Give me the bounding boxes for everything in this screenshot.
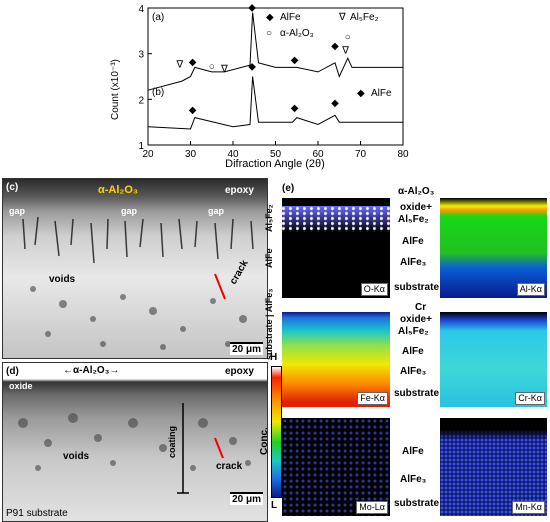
- panel-d-oxide-label: oxide: [9, 381, 33, 391]
- xrd-series-b-line: [147, 76, 403, 130]
- panel-d-substrate-label: P91 substrate: [6, 508, 68, 519]
- eds-top-alumina-label: α-Al₂O₃: [398, 186, 435, 197]
- eds-alfe-label-1: AlFe: [402, 236, 424, 247]
- panel-c-side-label-1: Al₅Fe₂: [264, 204, 274, 232]
- panel-c-voids-label: voids: [49, 274, 76, 285]
- panel-c-texture: [22, 216, 254, 350]
- panel-c-side-label-3: substrate | AlFe₃: [264, 288, 274, 360]
- plot-frame: [147, 7, 404, 146]
- y-tick-label: 2: [138, 95, 144, 106]
- eds-map-mo: Mo-Lα: [282, 418, 390, 516]
- panel-d-label: (d): [6, 366, 19, 377]
- eds-oxide-plus-label-2: oxide+: [400, 314, 432, 325]
- eds-substrate-label-2: substrate: [394, 388, 440, 399]
- legend-b-alfe-symbol: ◆: [357, 88, 365, 99]
- legend-b-alfe-text: AlFe: [371, 88, 392, 99]
- panel-c-side-label-2: AlFe: [264, 248, 274, 268]
- legend-a-alumina-text: α-Al₂O₃: [280, 28, 314, 39]
- peak-marker-a: ∇: [176, 59, 184, 70]
- x-tick-label: 60: [312, 149, 324, 160]
- panel-e-label: (e): [282, 183, 295, 194]
- y-tick-label: 3: [138, 50, 144, 61]
- panel-b-label: (b): [152, 87, 164, 98]
- panel-d-alumina-label: ←α-Al₂O₃→: [63, 365, 120, 376]
- panel-d-texture: [18, 403, 251, 494]
- panel-d-coating-label: coating: [167, 425, 177, 458]
- panel-c-alumina-label: α-Al₂O₃: [98, 184, 138, 196]
- panel-d-micrograph: (d) ←α-Al₂O₃→ epoxy oxide voids coating …: [2, 362, 268, 522]
- eds-map-mo-label: Mo-Lα: [356, 501, 388, 514]
- panel-d-epoxy-label: epoxy: [225, 366, 254, 377]
- eds-substrate-label-1: substrate: [394, 282, 440, 293]
- eds-map-cr: Cr-Kα: [440, 312, 547, 407]
- panel-d-voids-label: voids: [63, 451, 90, 462]
- eds-map-fe-label: Fe-Kα: [357, 392, 388, 405]
- peak-marker-b: ◆: [189, 105, 197, 116]
- panel-a-label: (a): [152, 12, 164, 23]
- x-tick-label: 80: [397, 149, 409, 160]
- peak-marker-a: ◆: [291, 55, 299, 66]
- peak-marker-a: ◆: [189, 57, 197, 68]
- xrd-series-a-line: [147, 12, 403, 91]
- eds-alfe3-label-3: AlFe₃: [400, 474, 427, 485]
- x-axis-label: Difraction Angle (2θ): [225, 158, 325, 170]
- y-axis-label: Count (x10⁻³): [110, 59, 121, 120]
- legend-a: ◆ AlFe ○ α-Al₂O₃ ∇ Al₅Fe₂: [266, 12, 379, 39]
- x-tick-label: 40: [227, 149, 239, 160]
- eds-map-al-label: Al-Kα: [516, 283, 545, 296]
- legend-a-al5fe2-text: Al₅Fe₂: [350, 12, 379, 23]
- eds-cr-label: Cr: [415, 302, 427, 313]
- panel-c-scale-bar: 20 μm: [230, 342, 263, 355]
- peak-marker-a: ∇: [341, 46, 349, 57]
- legend-a-al5fe2-symbol: ∇: [338, 12, 346, 23]
- eds-alfe-label-3: AlFe: [402, 446, 424, 457]
- legend-a-alfe-text: AlFe: [280, 12, 301, 23]
- eds-map-o-label: O-Kα: [360, 283, 388, 296]
- eds-map-o: O-Kα: [282, 198, 390, 298]
- legend-a-alfe-symbol: ◆: [266, 12, 274, 23]
- conc-scale-high: H: [270, 352, 278, 363]
- peak-marker-a: ○: [209, 62, 215, 73]
- eds-alfe3-label-1: AlFe₃: [400, 257, 427, 268]
- eds-map-mn: Mn-Kα: [440, 418, 547, 516]
- eds-substrate-label-3: substrate: [394, 498, 440, 509]
- y-tick-label: 4: [138, 4, 144, 15]
- eds-alfe3-label-2: AlFe₃: [400, 366, 427, 377]
- peak-marker-a: ○: [345, 32, 351, 43]
- panel-c-label: (c): [6, 182, 19, 193]
- conc-color-bar: [271, 366, 282, 498]
- panel-d-scale-bar: 20 μm: [230, 492, 263, 505]
- y-tick-label: 1: [138, 141, 144, 152]
- panel-c-epoxy-label: epoxy: [225, 185, 254, 196]
- x-tick-label: 30: [185, 149, 197, 160]
- conc-scale-title: Conc.: [259, 427, 270, 455]
- eds-map-fe: Fe-Kα: [282, 312, 390, 407]
- legend-a-alumina-symbol: ○: [266, 28, 272, 39]
- eds-map-mn-label: Mn-Kα: [512, 501, 545, 514]
- eds-map-cr-label: Cr-Kα: [515, 392, 545, 405]
- eds-map-al: Al-Kα: [440, 198, 547, 298]
- legend-b: ◆ AlFe: [357, 88, 392, 99]
- x-tick-label: 50: [270, 149, 282, 160]
- peak-marker-b: ◆: [331, 98, 339, 109]
- conc-scale-low: L: [271, 500, 278, 511]
- eds-alfe-label-2: AlFe: [402, 346, 424, 357]
- panel-c-gap-label-2: gap: [121, 206, 138, 216]
- x-tick-label: 70: [355, 149, 367, 160]
- peak-marker-b: ◆: [248, 62, 256, 73]
- peak-marker-a: ∇: [220, 64, 228, 75]
- panel-d-crack-label: crack: [216, 461, 243, 472]
- panel-c-micrograph: (c) α-Al₂O₃ epoxy gap gap gap voids crac…: [2, 178, 268, 359]
- panel-c-gap-label-3: gap: [208, 206, 225, 216]
- panel-c-gap-label-1: gap: [9, 206, 26, 216]
- eds-oxide-plus-label-1: oxide+: [400, 202, 432, 213]
- x-tick-label: 20: [142, 149, 154, 160]
- peak-marker-a: ◆: [248, 2, 256, 13]
- peak-marker-b: ◆: [291, 103, 299, 114]
- eds-al5fe2-label-1: Al₅Fe₂: [398, 214, 429, 225]
- peak-marker-a: ◆: [331, 41, 339, 52]
- eds-al5fe2-label-2: Al₅Fe₂: [398, 326, 429, 337]
